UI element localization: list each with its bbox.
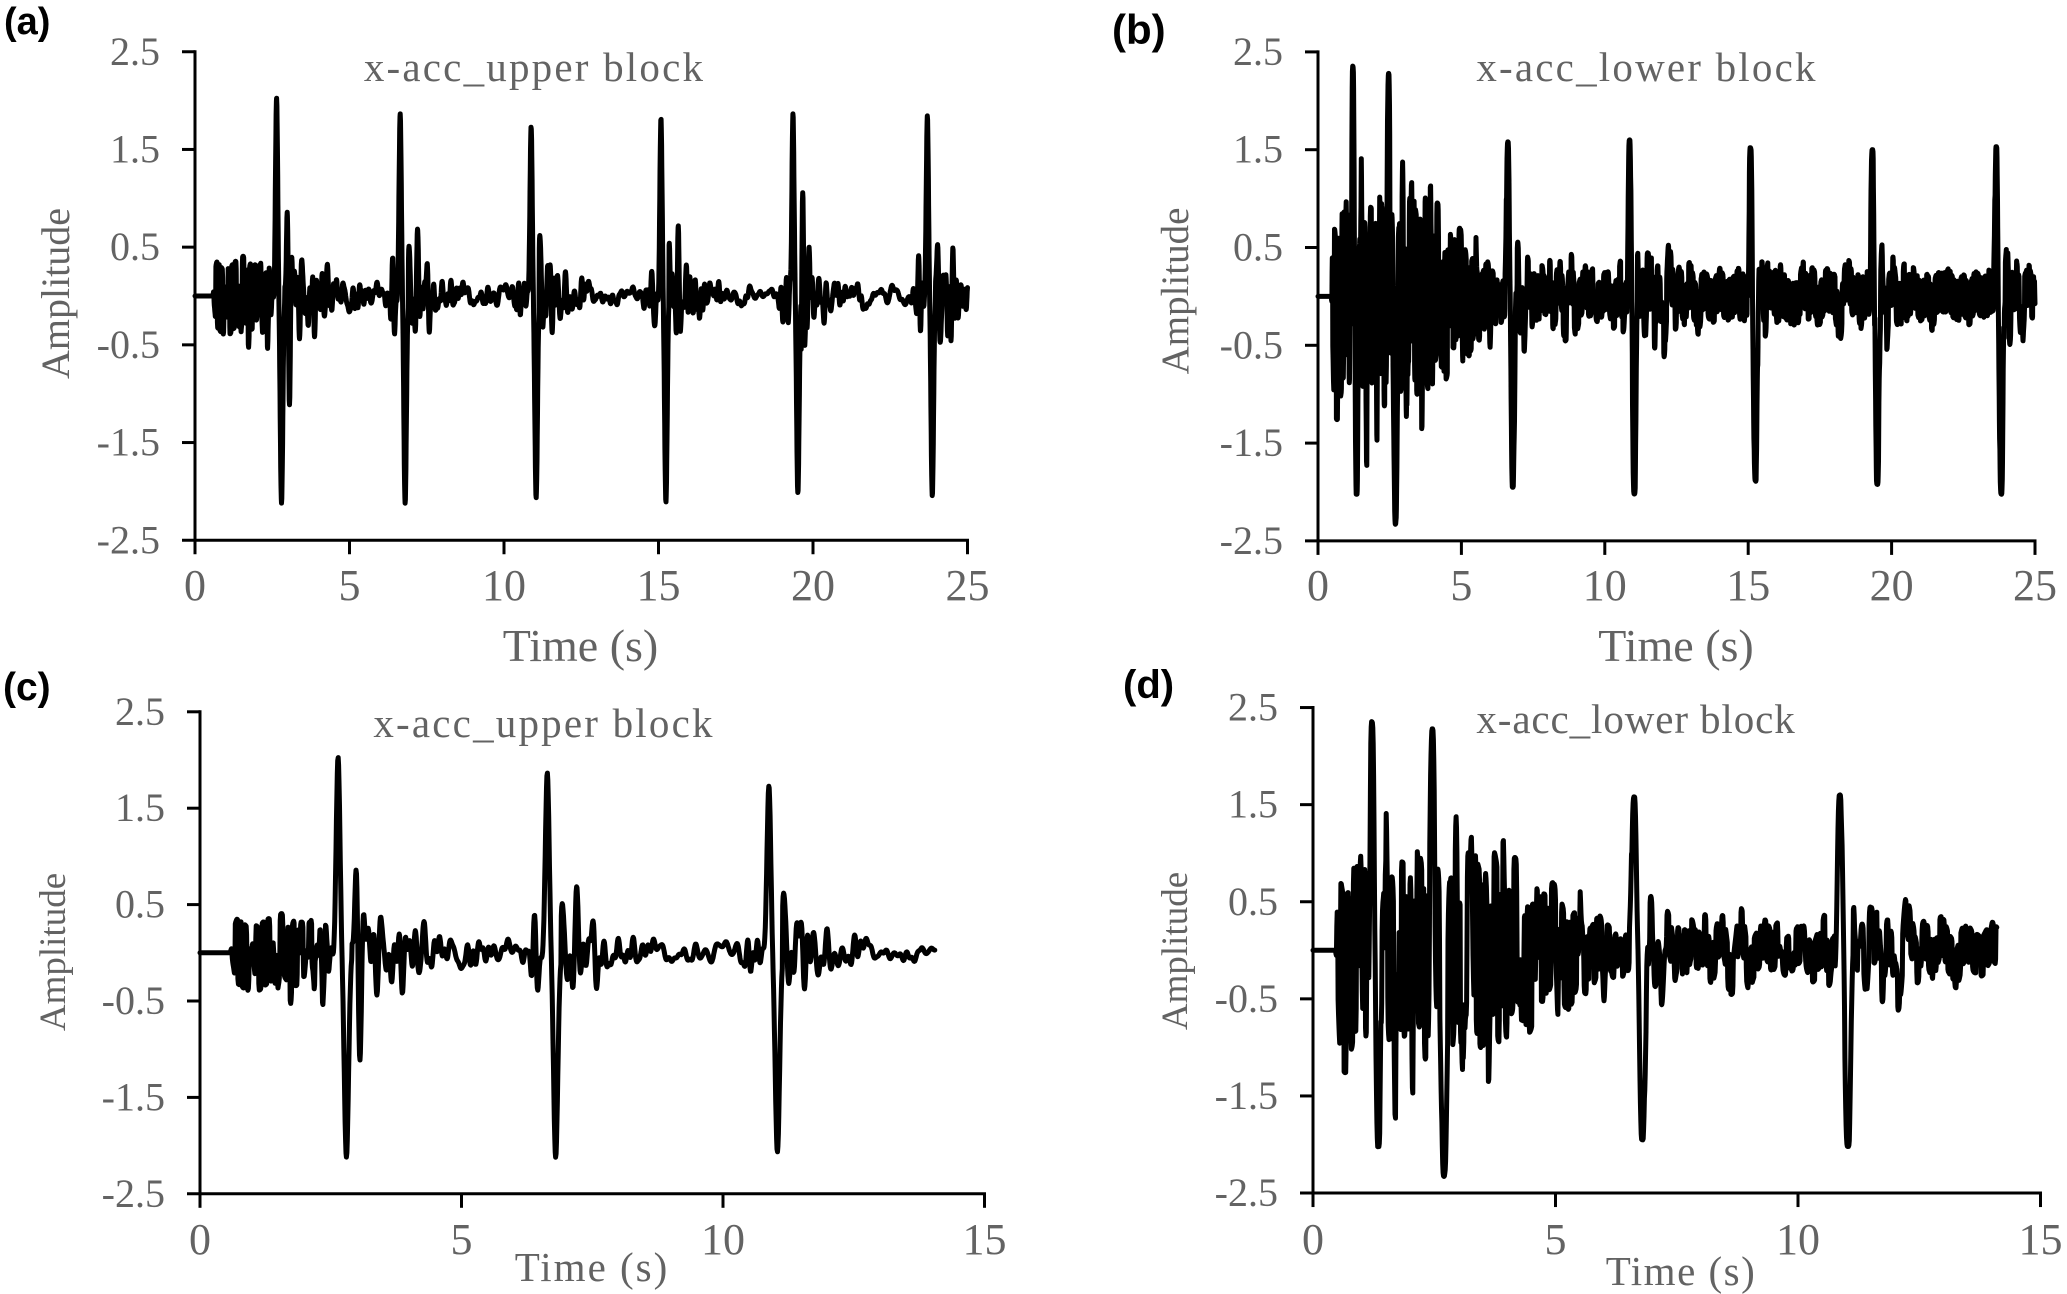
svg-text:10: 10 (1776, 1215, 1820, 1264)
svg-text:-0.5: -0.5 (102, 978, 165, 1023)
svg-text:-0.5: -0.5 (1220, 322, 1283, 367)
svg-text:Amplitude: Amplitude (1155, 872, 1196, 1030)
svg-text:-2.5: -2.5 (1220, 518, 1283, 563)
svg-text:10: 10 (482, 561, 526, 610)
svg-text:25: 25 (946, 561, 990, 610)
svg-text:-0.5: -0.5 (97, 322, 160, 367)
svg-text:-2.5: -2.5 (1215, 1170, 1278, 1215)
svg-text:Time (s): Time (s) (503, 620, 659, 671)
svg-text:1.5: 1.5 (1228, 782, 1278, 827)
svg-text:25: 25 (2013, 561, 2057, 610)
svg-text:15: 15 (963, 1215, 1007, 1264)
svg-text:-0.5: -0.5 (1215, 976, 1278, 1021)
svg-text:Time (s): Time (s) (515, 1244, 670, 1290)
svg-text:0.5: 0.5 (115, 882, 165, 927)
svg-text:(c): (c) (3, 666, 51, 709)
svg-text:5: 5 (1450, 561, 1472, 610)
svg-text:Amplitude: Amplitude (33, 873, 74, 1031)
svg-text:x-acc_lower block: x-acc_lower block (1476, 44, 1817, 90)
svg-text:0: 0 (184, 561, 206, 610)
svg-text:0.5: 0.5 (1228, 879, 1278, 924)
svg-text:0: 0 (1302, 1215, 1324, 1264)
svg-text:20: 20 (791, 561, 835, 610)
svg-text:15: 15 (1726, 561, 1770, 610)
svg-text:-1.5: -1.5 (1220, 420, 1283, 465)
svg-text:5: 5 (339, 561, 361, 610)
svg-text:0.5: 0.5 (1233, 225, 1283, 270)
svg-text:5: 5 (451, 1215, 473, 1264)
svg-text:2.5: 2.5 (110, 29, 160, 74)
svg-text:x-acc_lower block: x-acc_lower block (1476, 696, 1795, 742)
svg-text:-2.5: -2.5 (102, 1171, 165, 1216)
svg-text:-1.5: -1.5 (97, 420, 160, 465)
svg-text:-1.5: -1.5 (1215, 1073, 1278, 1118)
svg-text:2.5: 2.5 (1228, 685, 1278, 730)
svg-text:x-acc_upper block: x-acc_upper block (373, 700, 714, 746)
svg-text:5: 5 (1545, 1215, 1567, 1264)
svg-text:0: 0 (1307, 561, 1329, 610)
svg-text:10: 10 (1583, 561, 1627, 610)
svg-text:(a): (a) (4, 1, 50, 43)
svg-text:1.5: 1.5 (1233, 127, 1283, 172)
svg-text:(b): (b) (1112, 6, 1166, 53)
svg-text:15: 15 (637, 561, 681, 610)
svg-text:Amplitude: Amplitude (33, 208, 78, 379)
svg-text:x-acc_upper block: x-acc_upper block (364, 44, 705, 90)
svg-text:1.5: 1.5 (115, 785, 165, 830)
svg-text:Amplitude: Amplitude (1154, 208, 1197, 375)
svg-text:2.5: 2.5 (1233, 29, 1283, 74)
svg-text:0: 0 (189, 1215, 211, 1264)
svg-text:2.5: 2.5 (115, 689, 165, 734)
svg-text:Time (s): Time (s) (1606, 1248, 1757, 1294)
svg-text:(d): (d) (1123, 663, 1174, 707)
svg-text:0.5: 0.5 (110, 224, 160, 269)
svg-text:10: 10 (701, 1215, 745, 1264)
svg-text:20: 20 (1870, 561, 1914, 610)
svg-text:-2.5: -2.5 (97, 517, 160, 562)
svg-text:Time (s): Time (s) (1598, 620, 1754, 671)
svg-text:15: 15 (2019, 1215, 2063, 1264)
svg-text:-1.5: -1.5 (102, 1074, 165, 1119)
svg-text:1.5: 1.5 (110, 126, 160, 171)
